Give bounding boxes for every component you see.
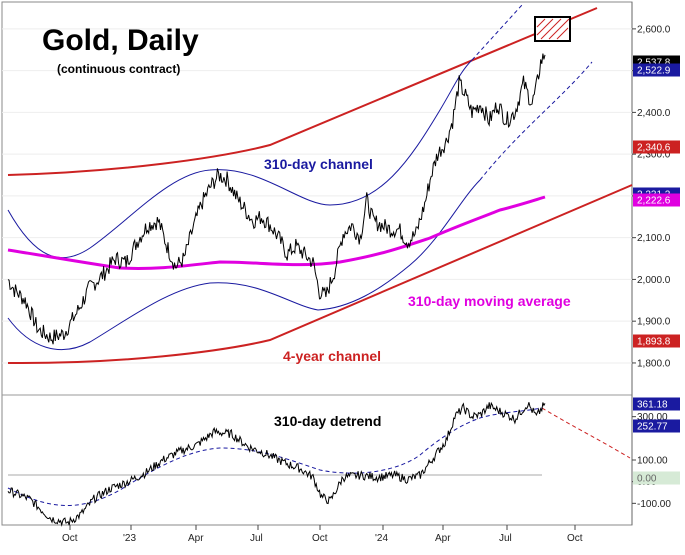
value-badge [633, 140, 680, 154]
x-tick-label: '23 [123, 533, 136, 544]
channel-upper-projection [471, 4, 523, 61]
value-badge-label: 1,893.8 [637, 337, 671, 348]
y-tick-label: 2,300.0 [637, 150, 671, 161]
y-tick-label: 2,600.0 [637, 24, 671, 35]
detrend-line [7, 401, 546, 527]
four-year-channel-upper-thin [7, 144, 271, 176]
four-year-channel-label: 4-year channel [283, 348, 381, 364]
value-badge [633, 63, 680, 77]
y-tick-label: 2,100.0 [637, 233, 671, 244]
value-badge-label: 2,537.8 [637, 58, 671, 69]
value-badge-label: 361.18 [637, 400, 668, 411]
x-tick-label: Apr [188, 533, 204, 544]
y-tick-label: -100.00 [637, 499, 671, 510]
x-tick-label: Jul [250, 533, 263, 544]
price-panel: Gold, Daily (continuous contract) 310-da… [2, 4, 680, 369]
detrend-badges: 361.18 252.77 0.00 [633, 397, 680, 485]
moving-average-label: 310-day moving average [408, 293, 571, 309]
x-tick-label: Oct [62, 533, 78, 544]
price-line [7, 53, 546, 345]
four-year-channel [7, 7, 633, 365]
gridlines [2, 28, 632, 364]
detrend-label: 310-day detrend [274, 413, 381, 429]
value-badge [633, 334, 680, 348]
four-year-channel-lower [7, 184, 633, 365]
three-ten-day-channel-label: 310-day channel [264, 156, 373, 172]
value-badge [633, 419, 680, 433]
y-tick-label: 2,400.0 [637, 108, 671, 119]
x-tick-label: '24 [375, 533, 388, 544]
value-badge-label: 0.00 [637, 474, 657, 485]
chart-subtitle: (continuous contract) [57, 62, 180, 76]
channel-upper [7, 59, 473, 259]
y-tick-label: 100.00 [637, 456, 668, 467]
x-axis: Oct '23 Apr Jul Oct '24 Apr Jul Oct [62, 525, 583, 544]
value-badge [633, 193, 680, 207]
value-badge [633, 397, 680, 411]
x-tick-label: Oct [567, 533, 583, 544]
channel-lower-projection [479, 61, 593, 181]
value-badge-label: 2,522.9 [637, 66, 671, 77]
value-badge-label: 252.77 [637, 422, 668, 433]
x-tick-label: Apr [435, 533, 451, 544]
chart-title: Gold, Daily [42, 24, 199, 57]
target-box [534, 16, 571, 42]
x-tick-label: Oct [312, 533, 328, 544]
three-ten-day-channel [7, 4, 593, 350]
detrend-panel: 310-day detrend -100.000.00100.00300.00 … [7, 397, 680, 527]
y-tick-label: 300.00 [637, 412, 668, 423]
y-tick-label: 1,900.0 [637, 317, 671, 328]
value-badge [633, 471, 680, 485]
value-badge-label: 2,222.6 [637, 196, 671, 207]
value-badge-label: 2,340.6 [637, 143, 671, 154]
y-tick-label: 1,800.0 [637, 358, 671, 369]
channel-lower [7, 179, 481, 350]
detrend-projection-line [541, 407, 631, 459]
x-tick-label: Jul [499, 533, 512, 544]
y-tick-label: 2,000.0 [637, 275, 671, 286]
price-badges: 2,537.82,522.92,340.62,231.22,222.61,893… [633, 55, 680, 348]
